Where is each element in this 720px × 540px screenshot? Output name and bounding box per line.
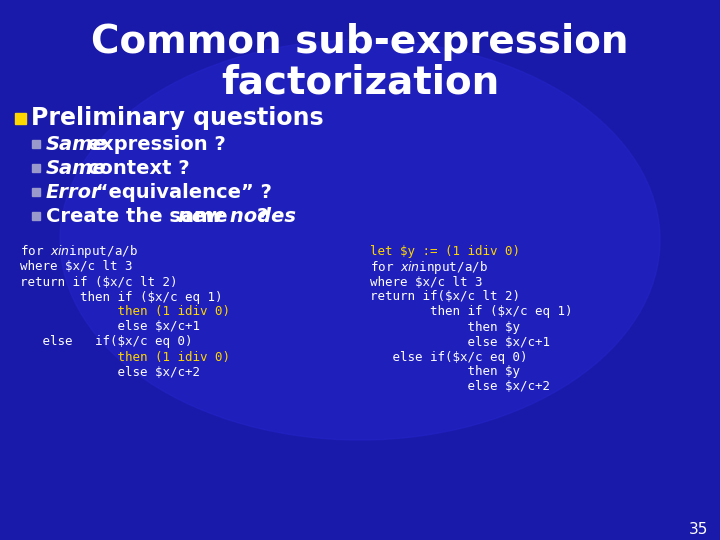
Text: then $y: then $y	[370, 366, 520, 379]
Bar	[32, 164, 40, 172]
Text: let $y := (1 idiv 0): let $y := (1 idiv 0)	[370, 246, 520, 259]
Text: return if ($x/c lt 2): return if ($x/c lt 2)	[20, 275, 178, 288]
Text: else $x/c+1: else $x/c+1	[20, 321, 200, 334]
Text: “equivalence” ?: “equivalence” ?	[89, 183, 272, 201]
Text: then (1 idiv 0): then (1 idiv 0)	[20, 306, 230, 319]
Bar	[32, 212, 40, 220]
Text: expression ?: expression ?	[81, 134, 225, 153]
Text: Common sub-expression: Common sub-expression	[91, 23, 629, 61]
Text: new nodes: new nodes	[178, 206, 296, 226]
Text: Error: Error	[46, 183, 102, 201]
Text: Same: Same	[46, 159, 107, 178]
Bar	[32, 188, 40, 196]
Text: context ?: context ?	[81, 159, 189, 178]
Text: then if ($x/c eq 1): then if ($x/c eq 1)	[370, 306, 572, 319]
Text: where $x/c lt 3: where $x/c lt 3	[370, 275, 482, 288]
Text: return if($x/c lt 2): return if($x/c lt 2)	[370, 291, 520, 303]
Text: factorization: factorization	[221, 63, 499, 101]
Text: Create the same: Create the same	[46, 206, 235, 226]
Text: Preliminary questions: Preliminary questions	[31, 106, 323, 130]
Text: where $x/c lt 3: where $x/c lt 3	[20, 260, 132, 273]
Text: then (1 idiv 0): then (1 idiv 0)	[20, 350, 230, 363]
Text: 35: 35	[688, 523, 708, 537]
Text: else $x/c+2: else $x/c+2	[20, 366, 200, 379]
Text: else $x/c+1: else $x/c+1	[370, 335, 550, 348]
Text: then $y: then $y	[370, 321, 520, 334]
Text: for $x in $input/a/b: for $x in $input/a/b	[20, 244, 138, 260]
Text: else if($x/c eq 0): else if($x/c eq 0)	[370, 350, 528, 363]
Text: for $x in $input/a/b: for $x in $input/a/b	[370, 259, 488, 275]
Text: else   if($x/c eq 0): else if($x/c eq 0)	[20, 335, 192, 348]
Ellipse shape	[60, 40, 660, 440]
Text: Same: Same	[46, 134, 107, 153]
Text: then if ($x/c eq 1): then if ($x/c eq 1)	[20, 291, 222, 303]
Bar	[32, 140, 40, 148]
Text: else $x/c+2: else $x/c+2	[370, 381, 550, 394]
Text: ?: ?	[256, 206, 268, 226]
Bar	[15, 112, 26, 124]
